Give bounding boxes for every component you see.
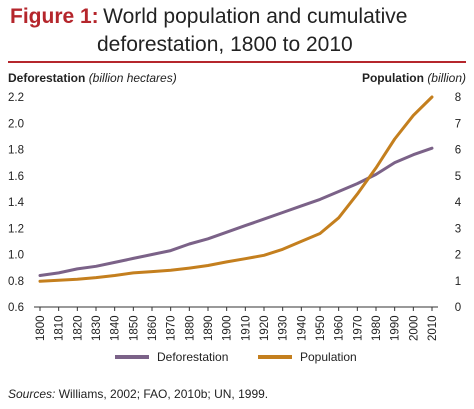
legend-label-deforestation: Deforestation xyxy=(157,350,228,364)
left-axis-title: Deforestation (billion hectares) xyxy=(8,71,177,85)
x-tick-label: 1930 xyxy=(278,315,290,341)
sources-text: Williams, 2002; FAO, 2010b; UN, 1999. xyxy=(55,387,269,401)
sources-note: Sources: Williams, 2002; FAO, 2010b; UN,… xyxy=(8,387,268,401)
right-tick-label: 1 xyxy=(455,276,461,288)
x-tick-label: 2000 xyxy=(408,315,420,341)
x-tick-label: 1820 xyxy=(72,315,84,341)
figure-title-line1: World population and cumulative xyxy=(103,5,408,28)
x-tick-label: 1890 xyxy=(203,315,215,341)
x-tick-label: 1970 xyxy=(352,315,364,341)
right-axis-title: Population (billion) xyxy=(362,71,466,85)
x-tick-label: 1950 xyxy=(315,315,327,341)
x-tick-label: 1980 xyxy=(371,315,383,341)
left-tick-label: 1.2 xyxy=(8,223,24,235)
left-tick-label: 1.0 xyxy=(8,250,24,262)
right-tick-label: 2 xyxy=(455,250,461,262)
x-tick-label: 1920 xyxy=(259,315,271,341)
x-tick-label: 1910 xyxy=(240,315,252,341)
x-tick-label: 1960 xyxy=(334,315,346,341)
right-axis-title-italic: (billion) xyxy=(427,71,466,85)
series-line-population xyxy=(38,95,434,283)
right-tick-label: 7 xyxy=(455,118,461,130)
x-tick-label: 1880 xyxy=(184,315,196,341)
figure-label: Figure 1: xyxy=(10,5,99,28)
right-tick-label: 4 xyxy=(455,197,462,209)
right-tick-label: 5 xyxy=(455,171,461,183)
figure-title: Figure 1: World population and cumulativ… xyxy=(10,4,470,58)
figure-title-line2: deforestation, 1800 to 2010 xyxy=(97,33,353,56)
right-tick-label: 3 xyxy=(455,223,461,235)
x-tick-label: 1900 xyxy=(222,315,234,341)
left-tick-label: 1.8 xyxy=(8,145,24,157)
right-tick-label: 6 xyxy=(455,145,461,157)
right-axis-title-bold: Population xyxy=(361,71,424,85)
right-tick-label: 0 xyxy=(455,302,461,314)
x-tick-label: 1800 xyxy=(35,315,47,341)
left-tick-label: 2.2 xyxy=(8,92,24,104)
left-axis-title-italic: (billion hectares) xyxy=(88,71,177,85)
x-tick-label: 1810 xyxy=(54,315,66,341)
left-tick-label: 1.6 xyxy=(8,171,24,183)
left-tick-label: 1.4 xyxy=(8,197,25,209)
x-tick-label: 1990 xyxy=(390,315,402,341)
left-tick-label: 2.0 xyxy=(8,118,24,130)
left-axis-title-bold: Deforestation xyxy=(8,71,86,85)
series-line-deforestation xyxy=(38,146,434,277)
x-tick-label: 1940 xyxy=(296,315,308,341)
x-tick-label: 1840 xyxy=(110,315,122,341)
title-divider xyxy=(8,61,466,63)
x-tick-label: 1860 xyxy=(147,315,159,341)
x-tick-label: 2010 xyxy=(427,315,439,341)
left-tick-label: 0.6 xyxy=(8,302,24,314)
left-tick-label: 0.8 xyxy=(8,276,24,288)
legend-label-population: Population xyxy=(300,350,357,364)
x-tick-label: 1850 xyxy=(128,315,140,341)
x-tick-label: 1870 xyxy=(166,315,178,341)
right-tick-label: 8 xyxy=(455,92,461,104)
sources-label: Sources: xyxy=(8,387,56,401)
x-tick-label: 1830 xyxy=(91,315,103,341)
